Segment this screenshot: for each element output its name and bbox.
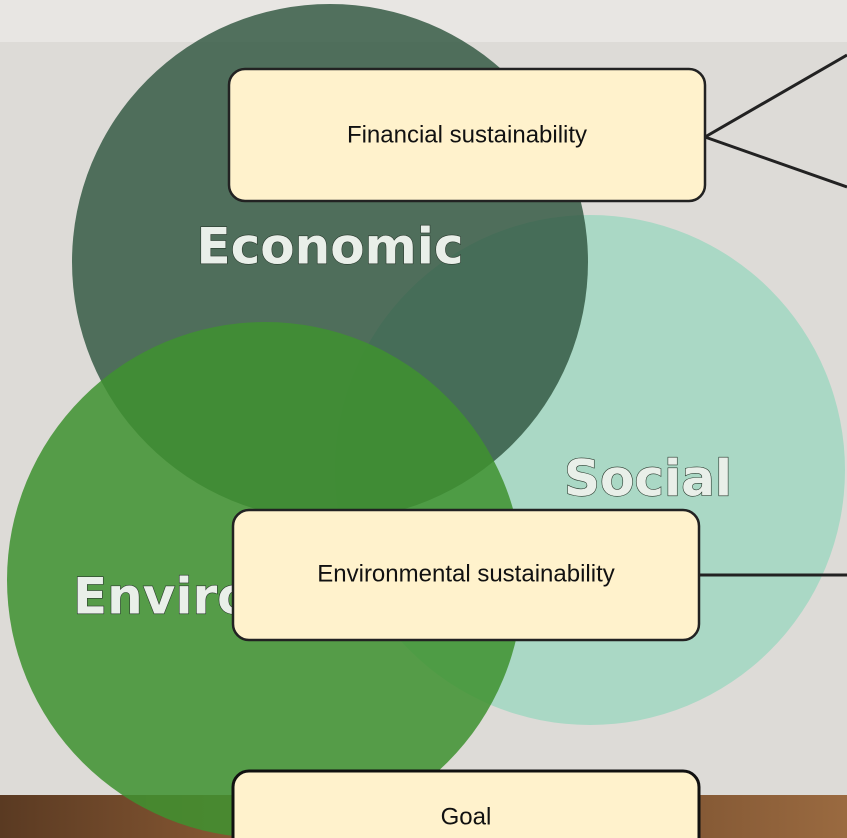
box-label: Financial sustainability (347, 121, 587, 148)
economic-label: Economic (197, 218, 464, 276)
environmental-label: Enviro (73, 568, 252, 626)
box-label: Goal (441, 803, 492, 830)
slide: Economic Social Enviro Financial sustain… (0, 0, 847, 838)
box-label: Environmental sustainability (317, 560, 614, 587)
social-label: Social (564, 450, 732, 508)
